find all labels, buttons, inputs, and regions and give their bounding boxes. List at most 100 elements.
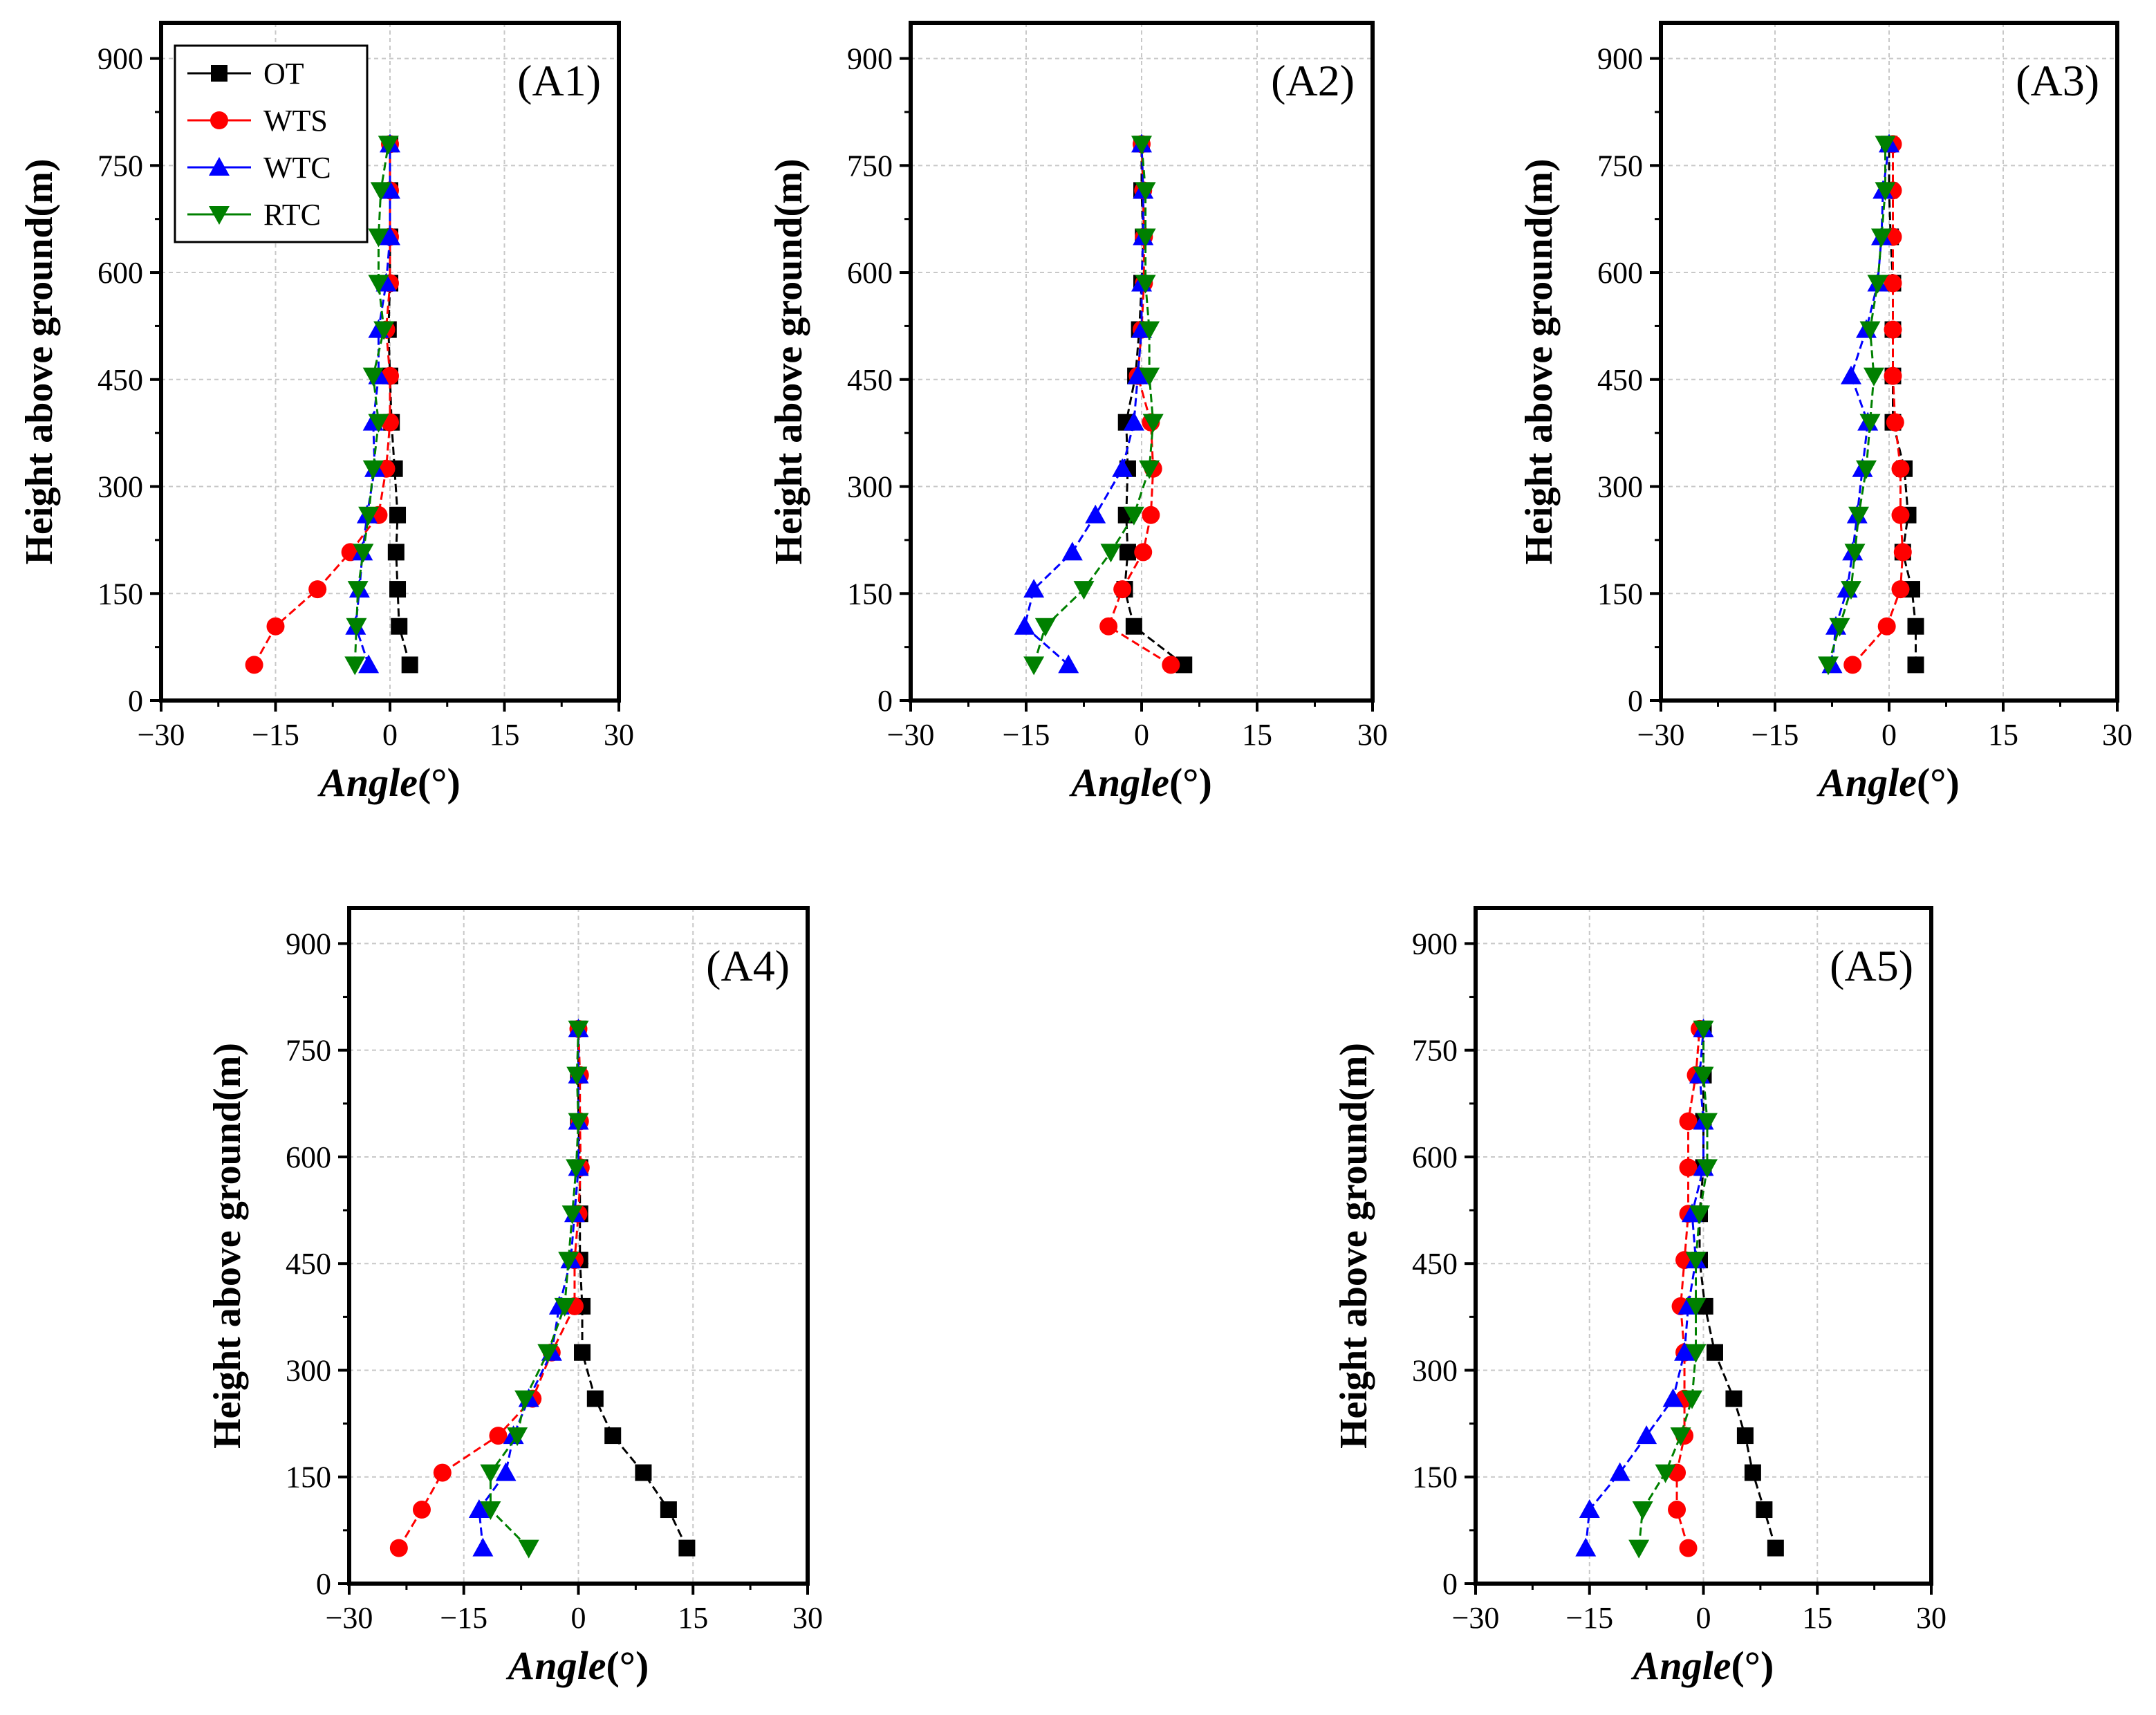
x-axis-title-unit: (°) [1731,1643,1774,1688]
x-tick-label: −15 [1565,1601,1613,1635]
data-point-rtc [1693,1020,1714,1039]
x-axis-title: Angle(°) [317,760,461,805]
data-point-ot [1767,1539,1784,1557]
y-tick-label: 450 [1412,1247,1458,1281]
data-point-wts [412,1501,431,1519]
data-point-wtc [1085,504,1106,523]
data-point-rtc [1123,506,1144,526]
data-point-wtc [1023,579,1045,598]
y-tick-label: 750 [1412,1034,1458,1068]
data-point-rtc [566,1159,587,1178]
data-point-rtc [1131,136,1152,155]
data-point-wts [1162,656,1180,674]
data-point-rtc [1871,228,1892,248]
data-point-wtc [380,180,400,199]
series-line-ot [1123,144,1185,666]
plot-frame [347,906,810,1586]
data-point-wts [489,1427,508,1445]
data-point-ot [1725,1390,1743,1407]
series-line-wtc [1584,1028,1704,1548]
data-point-rtc [1685,1252,1707,1271]
y-tick-label: 300 [1597,470,1643,504]
x-tick-label: 15 [1988,718,2018,752]
data-point-rtc [1139,460,1160,479]
y-tick-label: 0 [128,684,143,718]
data-point-rtc [1859,321,1881,340]
x-axis-title-main: Angle [317,760,418,805]
data-point-ot [391,618,408,635]
x-tick-label: 0 [1696,1601,1711,1635]
series-rtc [1818,136,1896,676]
panel-label: (A5) [1830,941,1913,990]
data-point-rtc [347,581,369,600]
y-axis-title: Height above ground(m) [206,1043,249,1449]
x-tick-label: −30 [1637,718,1685,752]
data-point-wtc [495,1462,517,1481]
y-tick-label: 750 [847,149,893,183]
data-point-ot [586,1390,604,1407]
x-axis-title-unit: (°) [606,1643,649,1688]
y-tick-label: 750 [286,1034,331,1068]
y-tick-label: 900 [97,42,143,76]
data-point-rtc [1135,275,1156,294]
y-tick-label: 150 [1412,1461,1458,1494]
x-tick-label: −15 [1751,718,1799,752]
data-point-rtc [1864,367,1884,387]
y-tick-label: 600 [1597,256,1643,290]
data-point-ot [401,656,418,674]
x-tick-label: −15 [252,718,299,752]
y-tick-label: 0 [1628,684,1643,718]
data-point-wtc [1841,365,1861,384]
y-axis-title: Height above ground(m) [1518,159,1561,565]
legend-marker-wts [210,111,228,129]
y-tick-label: 750 [1597,149,1643,183]
data-point-ot [389,581,407,598]
data-point-wtc [358,654,380,674]
y-tick-label: 0 [316,1567,331,1601]
y-tick-label: 900 [1597,42,1643,76]
series-rtc [1023,136,1164,676]
data-point-rtc [480,1501,501,1521]
data-point-rtc [1841,581,1861,600]
data-point-wtc [472,1537,494,1557]
series-wts [1843,135,1912,674]
data-point-rtc [537,1344,559,1363]
y-tick-label: 150 [97,577,143,611]
data-point-wtc [1014,615,1035,635]
legend-label-ot: OT [263,57,304,91]
data-point-wts [1886,413,1904,432]
data-point-rtc [518,1539,539,1559]
data-point-wts [1891,459,1910,478]
data-point-rtc [1867,275,1888,294]
data-point-ot [604,1427,622,1445]
data-point-rtc [370,182,391,201]
series-line-ot [1698,1028,1777,1549]
x-axis-title-unit: (°) [1169,760,1212,805]
x-tick-label: −30 [1452,1601,1500,1635]
data-point-rtc [566,1066,588,1086]
data-point-rtc [1829,618,1850,637]
x-axis-title: Angle(°) [1816,760,1960,805]
y-axis-title: Height above ground(m) [768,159,810,565]
y-tick-label: 150 [1597,577,1643,611]
x-axis-title: Angle(°) [506,1643,649,1688]
y-tick-label: 150 [286,1461,331,1494]
series-rtc [344,136,399,676]
series-wtc [1575,1018,1714,1557]
data-point-rtc [1142,414,1164,433]
x-tick-label: −15 [440,1601,487,1635]
series-ot [380,136,418,674]
data-point-rtc [1100,544,1122,563]
data-point-wts [1099,617,1118,636]
x-axis-title-main: Angle [1816,760,1917,805]
x-axis-title-main: Angle [1069,760,1169,805]
data-point-wts [1113,580,1132,599]
data-point-wts [1843,656,1862,674]
data-point-rtc [554,1297,575,1317]
x-tick-label: 30 [792,1601,823,1635]
data-point-rtc [1135,182,1156,201]
x-tick-label: 30 [2102,718,2132,752]
data-point-wtc [1058,654,1079,674]
